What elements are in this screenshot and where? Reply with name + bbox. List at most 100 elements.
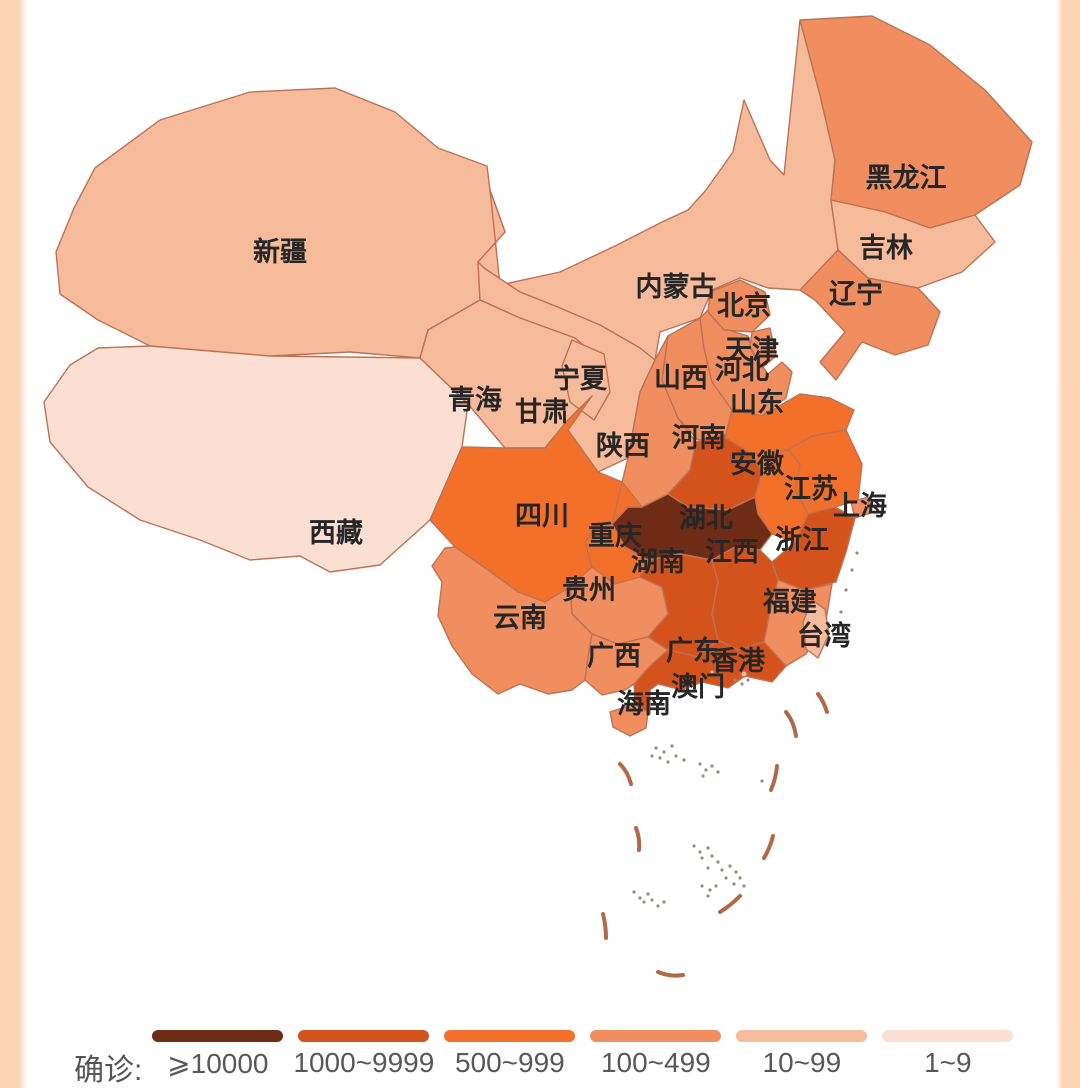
island-dot: [700, 856, 704, 860]
island-dot: [670, 744, 674, 748]
island-dot: [855, 551, 859, 555]
legend-swatch-c10_99: [736, 1030, 868, 1042]
island-dot: [654, 746, 658, 750]
province-label-guizhou: 贵州: [562, 575, 616, 605]
province-label-guangdong: 广东: [666, 635, 720, 666]
province-label-fujian: 福建: [762, 587, 817, 617]
island-dot: [760, 779, 764, 783]
province-label-zhejiang: 浙江: [775, 525, 829, 555]
legend-swatch-gte_10000: [152, 1030, 284, 1042]
province-zhejiang: [771, 506, 856, 591]
province-label-tianjin: 天津: [725, 335, 779, 365]
province-label-liaoning: 辽宁: [829, 278, 883, 309]
province-label-yunnan: 云南: [493, 603, 547, 633]
island-dot: [638, 896, 642, 900]
island-dot: [740, 682, 744, 686]
legend-label-c10_99: 10~99: [762, 1047, 842, 1078]
island-dot: [733, 678, 737, 682]
island-dot: [746, 678, 750, 682]
island-dots-layer: [632, 551, 859, 908]
island-dot: [646, 892, 650, 896]
province-xizang: [43, 345, 469, 573]
island-dot: [674, 754, 678, 758]
legend-label-c1000_9999: 1000~9999: [293, 1047, 435, 1078]
island-dot: [738, 876, 742, 880]
island-dot: [632, 890, 636, 894]
island-dot: [706, 866, 710, 870]
province-label-sichuan: 四川: [515, 501, 569, 531]
province-label-anhui: 安徽: [730, 449, 785, 479]
province-label-beijing: 北京: [717, 290, 771, 321]
province-label-xizang: 西藏: [309, 518, 363, 548]
province-label-taiwan: 台湾: [797, 620, 851, 651]
province-label-gansu: 甘肃: [515, 397, 569, 427]
legend-item-c1_9: 1~9: [882, 1030, 1014, 1080]
province-hainan: [609, 703, 649, 737]
island-dot: [658, 756, 662, 760]
island-dot: [742, 884, 746, 888]
province-label-hebei: 河北: [715, 355, 769, 385]
legend-label-c1_9: 1~9: [924, 1047, 972, 1078]
province-label-macau: 澳门: [671, 672, 725, 702]
province-label-heilongjiang: 黑龙江: [866, 163, 947, 193]
province-macau: [709, 669, 715, 675]
island-dot: [728, 864, 732, 868]
province-liaoning: [799, 249, 941, 381]
province-label-hubei: 湖北: [679, 503, 733, 533]
island-dot: [698, 850, 702, 854]
province-label-hainan: 海南: [617, 689, 671, 719]
island-dot: [720, 868, 724, 872]
province-beijing: [707, 279, 771, 333]
province-xinjiang: [55, 87, 506, 363]
legend-title: 确诊:: [74, 1054, 143, 1087]
legend-label-gte_10000: ⩾10000: [167, 1048, 269, 1079]
province-taiwan: [802, 599, 830, 659]
legend-item-c10_99: 10~99: [736, 1030, 868, 1080]
island-dot: [708, 888, 712, 892]
island-dot: [650, 754, 654, 758]
island-dot: [692, 844, 696, 848]
legend-item-c100_499: 100~499: [590, 1030, 722, 1080]
province-hongkong: [740, 670, 748, 678]
province-label-hongkong: 香港: [711, 646, 766, 676]
province-label-jiangxi: 江西: [705, 537, 759, 567]
legend-swatch-c1_9: [882, 1030, 1014, 1042]
province-label-xinjiang: 新疆: [253, 236, 307, 267]
province-label-hunan: 湖南: [631, 547, 685, 577]
island-dot: [710, 764, 714, 768]
island-dot: [700, 884, 704, 888]
island-dot: [732, 882, 736, 886]
island-dot: [839, 610, 843, 614]
legend-item-c1000_9999: 1000~9999: [293, 1030, 434, 1080]
legend-item-c500_999: 500~999: [444, 1030, 576, 1080]
island-dot: [698, 762, 702, 766]
island-dot: [704, 768, 708, 772]
province-tianjin: [749, 327, 777, 369]
island-dot: [701, 774, 705, 778]
island-dot: [642, 900, 646, 904]
legend-swatch-c500_999: [444, 1030, 576, 1042]
province-label-ningxia: 宁夏: [553, 363, 608, 394]
legend-label-c500_999: 500~999: [454, 1047, 565, 1078]
provinces-layer: [43, 15, 1033, 737]
province-ningxia: [561, 339, 611, 421]
legend-items: ⩾10000 1000~9999 500~999 100~499 10~99 1~9: [152, 1030, 1028, 1080]
province-label-shanghai: 上海: [833, 491, 887, 521]
province-yunnan: [431, 546, 593, 695]
island-dot: [666, 760, 670, 764]
legend-item-gte_10000: ⩾10000: [152, 1030, 284, 1080]
island-dot: [844, 588, 848, 592]
province-label-shaanxi: 陕西: [596, 431, 650, 461]
island-dot: [850, 568, 854, 572]
island-dot: [706, 894, 710, 898]
island-dot: [716, 770, 720, 774]
island-dot: [650, 898, 654, 902]
island-dot: [714, 884, 718, 888]
province-label-chongqing: 重庆: [588, 520, 642, 551]
province-shanghai: [850, 496, 872, 519]
island-dot: [682, 758, 686, 762]
province-label-guangxi: 广西: [587, 641, 641, 671]
